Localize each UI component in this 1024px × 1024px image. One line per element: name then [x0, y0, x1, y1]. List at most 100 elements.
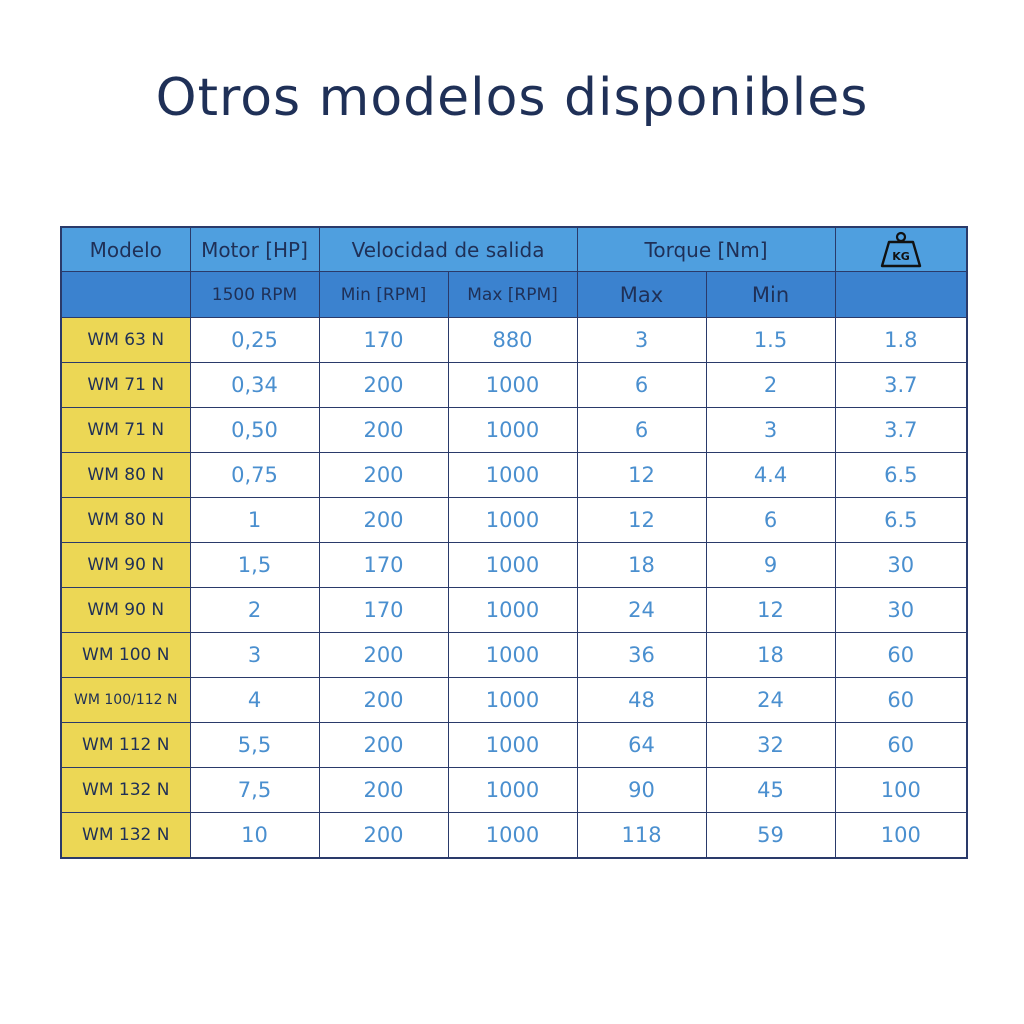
- torque-min-cell: 6: [705, 497, 836, 543]
- table-body: WM 63 N 0,25 170 880 3 1.5 1.8 WM 71 N 0,34 200 10…: [60, 317, 968, 859]
- weight-cell: 3.7: [834, 362, 968, 408]
- weight-cell: 6.5: [834, 452, 968, 498]
- torque-max-cell: 12: [576, 497, 707, 543]
- table-row: WM 100/112 N 4 200 1000 48 24 60: [60, 677, 968, 723]
- header-motor: Motor [HP]: [189, 226, 320, 272]
- torque-max-cell: 3: [576, 317, 707, 363]
- weight-cell: 100: [834, 767, 968, 813]
- torque-max-cell: 6: [576, 407, 707, 453]
- table-row: WM 112 N 5,5 200 1000 64 32 60: [60, 722, 968, 768]
- model-cell: WM 100/112 N: [60, 677, 191, 723]
- models-table: Modelo Motor [HP] Velocidad de salida To…: [60, 226, 969, 859]
- torque-max-cell: 118: [576, 812, 707, 859]
- vel-max-cell: 1000: [447, 722, 578, 768]
- table-row: WM 90 N 2 170 1000 24 12 30: [60, 587, 968, 633]
- torque-min-cell: 12: [705, 587, 836, 633]
- torque-min-cell: 1.5: [705, 317, 836, 363]
- table-row: WM 63 N 0,25 170 880 3 1.5 1.8: [60, 317, 968, 363]
- header-modelo: Modelo: [60, 226, 191, 272]
- weight-cell: 60: [834, 677, 968, 723]
- torque-max-cell: 18: [576, 542, 707, 588]
- torque-max-cell: 36: [576, 632, 707, 678]
- vel-min-cell: 170: [318, 587, 449, 633]
- motor-cell: 1,5: [189, 542, 320, 588]
- vel-min-cell: 200: [318, 362, 449, 408]
- header-vel-max: Max [RPM]: [447, 271, 578, 318]
- torque-min-cell: 24: [705, 677, 836, 723]
- weight-cell: 100: [834, 812, 968, 859]
- vel-min-cell: 200: [318, 812, 449, 859]
- header-torque-max: Max: [576, 271, 707, 318]
- table-row: WM 80 N 0,75 200 1000 12 4.4 6.5: [60, 452, 968, 498]
- torque-max-cell: 6: [576, 362, 707, 408]
- header-row-top: Modelo Motor [HP] Velocidad de salida To…: [60, 226, 968, 272]
- motor-cell: 1: [189, 497, 320, 543]
- motor-cell: 7,5: [189, 767, 320, 813]
- header-motor-rpm: 1500 RPM: [189, 271, 320, 318]
- vel-max-cell: 1000: [447, 362, 578, 408]
- motor-cell: 10: [189, 812, 320, 859]
- weight-cell: 30: [834, 542, 968, 588]
- vel-max-cell: 1000: [447, 542, 578, 588]
- vel-min-cell: 200: [318, 722, 449, 768]
- vel-max-cell: 880: [447, 317, 578, 363]
- vel-min-cell: 200: [318, 767, 449, 813]
- vel-max-cell: 1000: [447, 767, 578, 813]
- motor-cell: 0,50: [189, 407, 320, 453]
- torque-min-cell: 18: [705, 632, 836, 678]
- vel-min-cell: 200: [318, 452, 449, 498]
- vel-max-cell: 1000: [447, 632, 578, 678]
- weight-cell: 1.8: [834, 317, 968, 363]
- weight-cell: 30: [834, 587, 968, 633]
- vel-min-cell: 200: [318, 677, 449, 723]
- weight-icon-label: KG: [892, 250, 910, 263]
- model-cell: WM 63 N: [60, 317, 191, 363]
- header-sub-empty: [60, 271, 191, 318]
- header-weight: KG: [834, 226, 968, 272]
- motor-cell: 2: [189, 587, 320, 633]
- vel-min-cell: 170: [318, 317, 449, 363]
- weight-cell: 6.5: [834, 497, 968, 543]
- weight-kg-icon: KG: [880, 231, 921, 267]
- table-row: WM 71 N 0,50 200 1000 6 3 3.7: [60, 407, 968, 453]
- model-cell: WM 112 N: [60, 722, 191, 768]
- torque-min-cell: 4.4: [705, 452, 836, 498]
- weight-cell: 3.7: [834, 407, 968, 453]
- torque-max-cell: 48: [576, 677, 707, 723]
- table-row: WM 80 N 1 200 1000 12 6 6.5: [60, 497, 968, 543]
- model-cell: WM 71 N: [60, 407, 191, 453]
- table-row: WM 100 N 3 200 1000 36 18 60: [60, 632, 968, 678]
- vel-max-cell: 1000: [447, 677, 578, 723]
- header-torque: Torque [Nm]: [576, 226, 836, 272]
- model-cell: WM 90 N: [60, 542, 191, 588]
- motor-cell: 3: [189, 632, 320, 678]
- model-cell: WM 132 N: [60, 812, 191, 859]
- torque-min-cell: 2: [705, 362, 836, 408]
- header-vel-min: Min [RPM]: [318, 271, 449, 318]
- model-cell: WM 100 N: [60, 632, 191, 678]
- torque-min-cell: 32: [705, 722, 836, 768]
- header-torque-min: Min: [705, 271, 836, 318]
- torque-max-cell: 64: [576, 722, 707, 768]
- vel-min-cell: 200: [318, 497, 449, 543]
- torque-min-cell: 59: [705, 812, 836, 859]
- model-cell: WM 80 N: [60, 497, 191, 543]
- table-row: WM 90 N 1,5 170 1000 18 9 30: [60, 542, 968, 588]
- header-weight-empty: [834, 271, 968, 318]
- motor-cell: 0,75: [189, 452, 320, 498]
- vel-max-cell: 1000: [447, 407, 578, 453]
- torque-min-cell: 3: [705, 407, 836, 453]
- motor-cell: 0,34: [189, 362, 320, 408]
- vel-max-cell: 1000: [447, 452, 578, 498]
- vel-max-cell: 1000: [447, 497, 578, 543]
- header-velocidad: Velocidad de salida: [318, 226, 578, 272]
- vel-max-cell: 1000: [447, 587, 578, 633]
- vel-min-cell: 170: [318, 542, 449, 588]
- model-cell: WM 90 N: [60, 587, 191, 633]
- torque-max-cell: 24: [576, 587, 707, 633]
- model-cell: WM 132 N: [60, 767, 191, 813]
- table-row: WM 71 N 0,34 200 1000 6 2 3.7: [60, 362, 968, 408]
- model-cell: WM 71 N: [60, 362, 191, 408]
- vel-min-cell: 200: [318, 632, 449, 678]
- motor-cell: 5,5: [189, 722, 320, 768]
